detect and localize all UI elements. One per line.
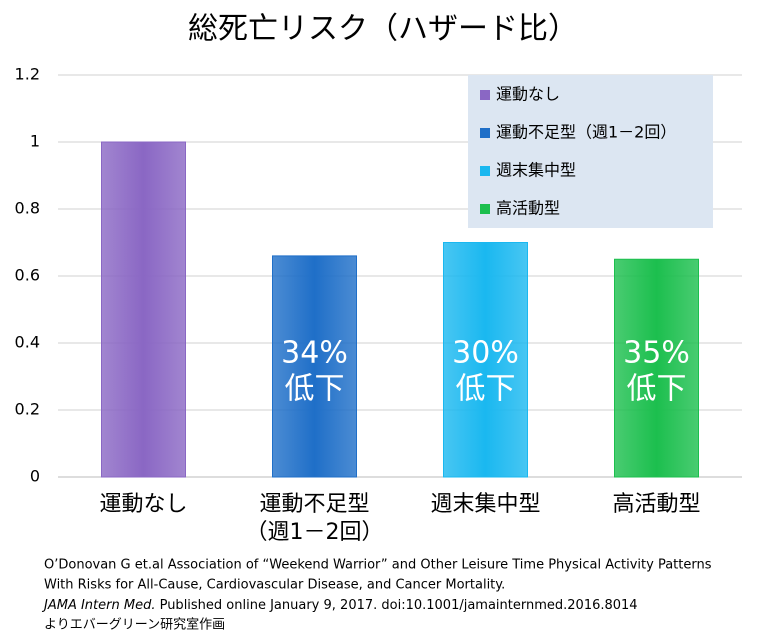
bar (443, 242, 528, 478)
y-tick-label: 0 (30, 467, 40, 486)
bar-label: 低下 (456, 372, 516, 407)
source-line: With Risks for All-Cause, Cardiovascular… (44, 578, 505, 593)
legend-swatch (480, 128, 490, 138)
y-tick-label: 0.8 (15, 199, 40, 218)
bar-label: 低下 (285, 372, 345, 407)
bar-label: 34% (281, 336, 348, 371)
legend-swatch (480, 166, 490, 176)
y-tick-label: 0.6 (15, 266, 40, 285)
bar-label: 30% (452, 336, 519, 371)
bar (272, 255, 357, 478)
legend-swatch (480, 90, 490, 100)
journal: JAMA Intern Med. (41, 598, 155, 613)
bar (101, 141, 186, 478)
legend-swatch (480, 204, 490, 214)
y-tick-label: 0.2 (15, 400, 40, 419)
y-tick-label: 0.4 (15, 333, 40, 352)
x-tick-label: 高活動型 (612, 492, 700, 517)
source-line: JAMA Intern Med. Published online Januar… (41, 598, 638, 613)
bar (614, 258, 699, 478)
legend-box (468, 75, 713, 228)
legend-label: 高活動型 (496, 199, 560, 218)
chart-title: 総死亡リスク（ハザード比） (188, 12, 578, 47)
legend-label: 運動なし (496, 85, 560, 104)
legend-label: 週末集中型 (496, 161, 576, 180)
bar-label: 35% (623, 336, 690, 371)
legend-label: 運動不足型（週1－2回） (496, 123, 676, 142)
source-text: Published online January 9, 2017. doi:10… (155, 598, 637, 613)
bar-label: 低下 (627, 372, 687, 407)
source-line: O’Donovan G et.al Association of “Weeken… (44, 558, 712, 573)
y-tick-label: 1.2 (15, 65, 40, 84)
x-tick-label: 運動なし (99, 492, 187, 517)
y-tick-label: 1 (30, 132, 40, 151)
source-line: よりエバーグリーン研究室作画 (44, 617, 225, 633)
x-tick-label: 週末集中型 (430, 492, 540, 517)
x-tick-label: 運動不足型 （週1－2回） (246, 492, 384, 545)
line: 運動不足型 (259, 492, 369, 517)
line: （週1－2回） (246, 520, 384, 545)
